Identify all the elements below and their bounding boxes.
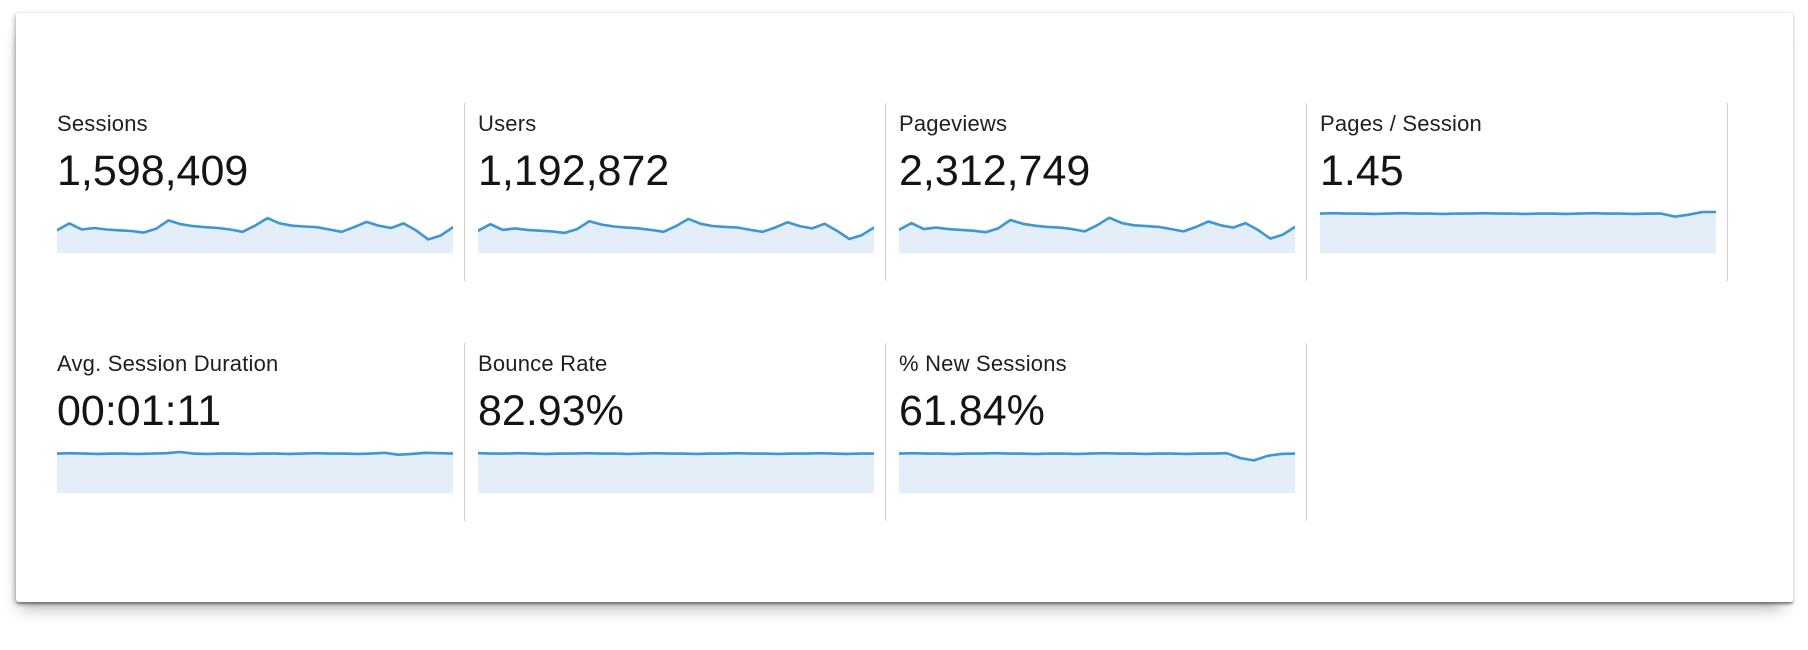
metrics-row-1: Sessions 1,598,409 Users 1,192,872 Pagev… [57, 103, 1793, 281]
metric-value: 1.45 [1320, 147, 1404, 195]
metric-value: 2,312,749 [899, 147, 1091, 195]
metric-label: Avg. Session Duration [57, 351, 279, 376]
users-sparkline [478, 217, 874, 253]
metric-value: 61.84% [899, 387, 1045, 435]
metric-card-users: Users 1,192,872 [478, 103, 886, 281]
percent-new-sessions-sparkline [899, 451, 1295, 493]
metric-label: Sessions [57, 111, 148, 136]
metric-value: 00:01:11 [57, 387, 222, 435]
metric-label: % New Sessions [899, 351, 1067, 376]
metric-card-pages-per-session: Pages / Session 1.45 [1320, 103, 1728, 281]
metrics-summary-panel: Sessions 1,598,409 Users 1,192,872 Pagev… [16, 12, 1794, 602]
sessions-sparkline [57, 216, 453, 253]
metric-card-bounce-rate: Bounce Rate 82.93% [478, 343, 886, 521]
metric-label: Pages / Session [1320, 111, 1482, 136]
metric-value: 82.93% [478, 387, 624, 435]
metric-card-avg-session-duration: Avg. Session Duration 00:01:11 [57, 343, 465, 521]
metrics-row-2: Avg. Session Duration 00:01:11 Bounce Ra… [57, 343, 1793, 521]
bounce-rate-sparkline [478, 451, 874, 493]
metric-label: Bounce Rate [478, 351, 608, 376]
metric-value: 1,192,872 [478, 147, 670, 195]
metric-card-sessions: Sessions 1,598,409 [57, 103, 465, 281]
metric-value: 1,598,409 [57, 147, 249, 195]
avg-session-duration-sparkline [57, 450, 453, 493]
metrics-grid: Sessions 1,598,409 Users 1,192,872 Pagev… [16, 13, 1793, 521]
metric-label: Pageviews [899, 111, 1008, 136]
pageviews-sparkline [899, 216, 1295, 253]
metric-label: Users [478, 111, 537, 136]
metric-card-pageviews: Pageviews 2,312,749 [899, 103, 1307, 281]
pages-per-session-sparkline [1320, 210, 1716, 253]
metric-card-percent-new-sessions: % New Sessions 61.84% [899, 343, 1307, 521]
